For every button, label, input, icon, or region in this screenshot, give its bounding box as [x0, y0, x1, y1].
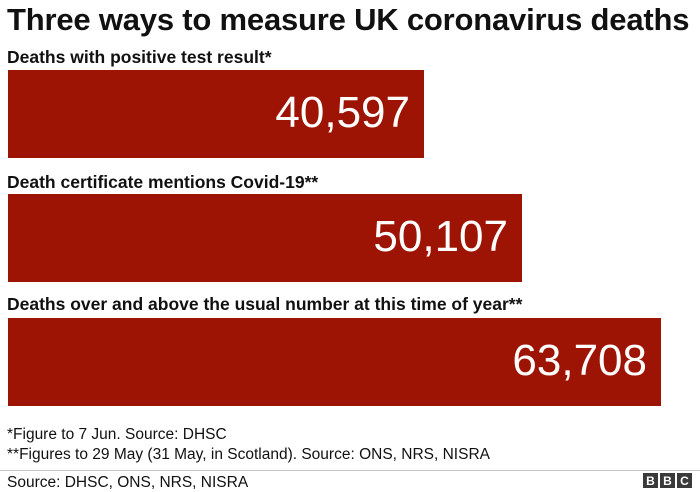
bar-label-positive-test: Deaths with positive test result* — [7, 47, 272, 67]
footnote-dhsc: *Figure to 7 Jun. Source: DHSC — [7, 426, 227, 443]
logo-letter: B — [643, 473, 658, 488]
bar-value-excess-deaths: 63,708 — [512, 336, 647, 385]
footer-divider — [0, 470, 700, 471]
logo-letter: B — [660, 473, 675, 488]
logo-letter: C — [677, 473, 692, 488]
chart-title: Three ways to measure UK coronavirus dea… — [7, 2, 690, 37]
bar-death-certificate: 50,107 — [8, 194, 522, 282]
bar-value-positive-test: 40,597 — [275, 88, 410, 137]
bbc-logo: B B C — [643, 473, 692, 488]
bar-positive-test: 40,597 — [8, 70, 424, 158]
footnote-ons: **Figures to 29 May (31 May, in Scotland… — [7, 446, 490, 463]
bar-label-excess-deaths: Deaths over and above the usual number a… — [7, 294, 523, 314]
bar-label-death-certificate: Death certificate mentions Covid-19** — [7, 172, 319, 192]
bar-value-death-certificate: 50,107 — [373, 212, 508, 261]
source-text: Source: DHSC, ONS, NRS, NISRA — [7, 474, 249, 491]
bar-excess-deaths: 63,708 — [8, 318, 661, 406]
